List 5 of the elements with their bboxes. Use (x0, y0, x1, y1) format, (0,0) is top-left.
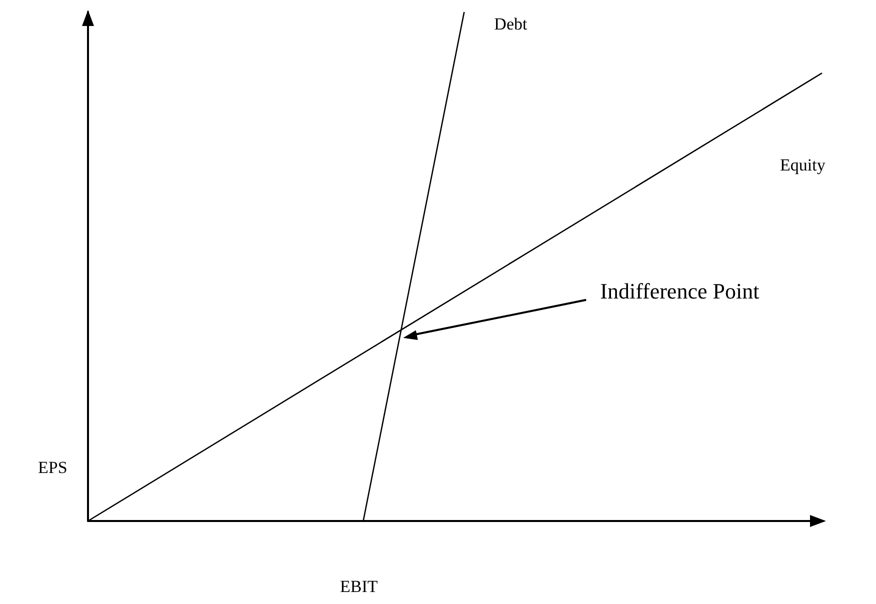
annotation: Indifference Point (600, 278, 760, 304)
text: Equity (780, 156, 826, 175)
y-axis-title: EPS (38, 458, 68, 477)
series-label: Debt (494, 14, 528, 34)
x-axis-title: EBIT (340, 577, 378, 596)
